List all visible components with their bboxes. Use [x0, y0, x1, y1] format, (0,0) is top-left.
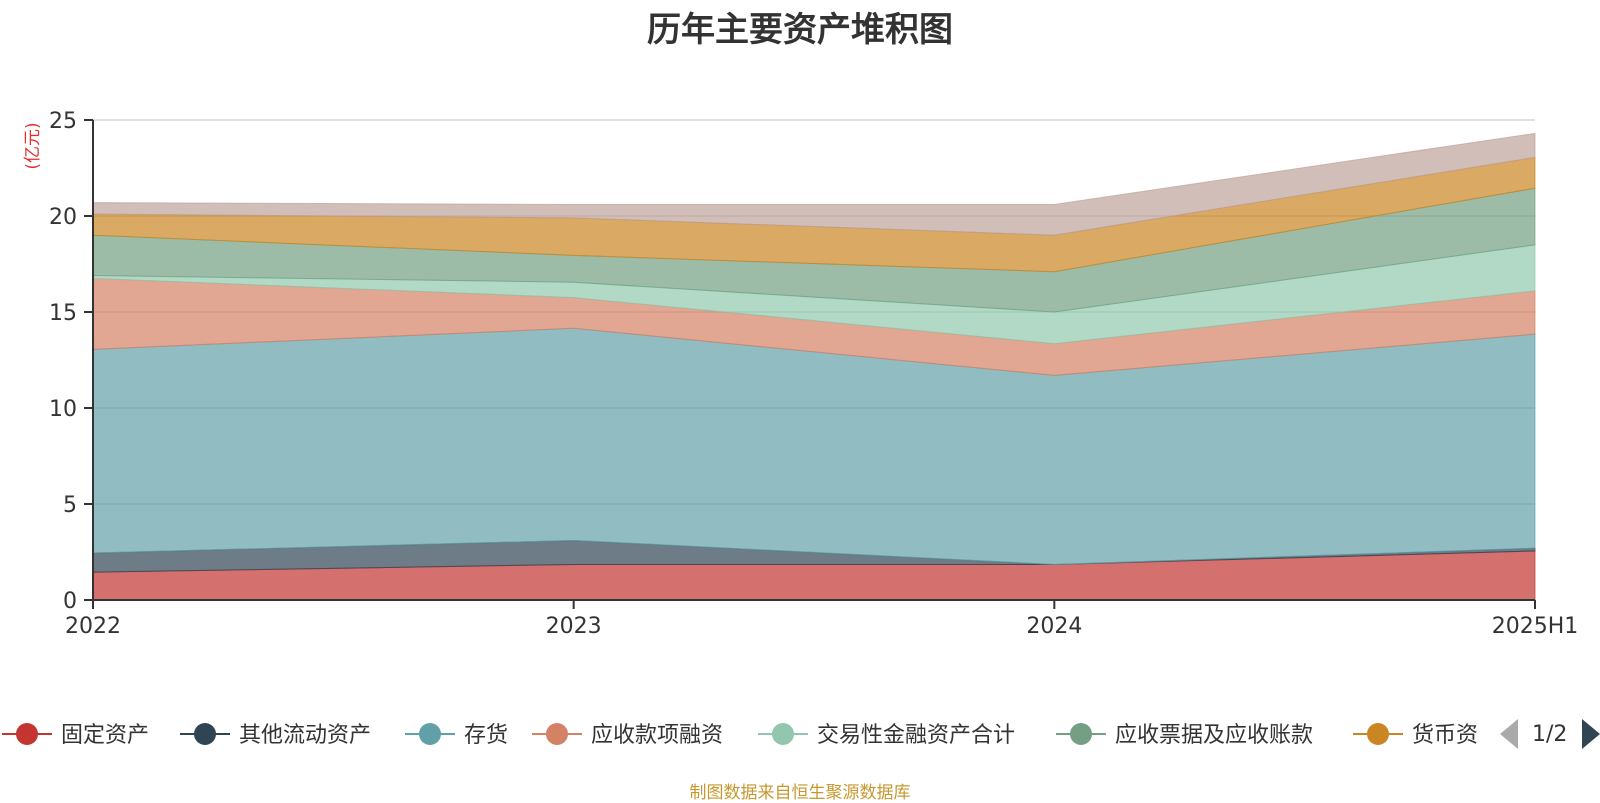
y-axis-unit-label: (亿元) — [23, 122, 43, 169]
legend-page-indicator: 1/2 — [1532, 722, 1567, 747]
legend-label: 其他流动资产 — [239, 723, 371, 748]
legend-label: 应收票据及应收账款 — [1115, 723, 1313, 748]
source-note: 制图数据来自恒生聚源数据库 — [689, 783, 911, 803]
legend-item-5[interactable]: 应收票据及应收账款 — [1056, 723, 1313, 748]
legend-label: 交易性金融资产合计 — [817, 723, 1015, 748]
y-tick-label-20: 20 — [49, 205, 77, 230]
axes: 0 5 10 15 20 25 2022 2023 2024 2025H1 — [49, 109, 1578, 639]
legend-label: 存货 — [464, 723, 508, 748]
legend-label: 货币资 — [1412, 723, 1478, 748]
legend-next-page-icon[interactable] — [1582, 719, 1600, 749]
legend-item-2[interactable]: 存货 — [405, 723, 508, 748]
legend-label: 应收款项融资 — [591, 723, 723, 748]
x-tick-label-3: 2025H1 — [1492, 614, 1579, 639]
legend-item-6[interactable]: 货币资 — [1353, 723, 1478, 748]
legend-marker-icon — [1367, 723, 1389, 745]
legend-pager: 1/2 — [1500, 719, 1600, 749]
legend-item-4[interactable]: 交易性金融资产合计 — [758, 723, 1015, 748]
legend-marker-icon — [419, 723, 441, 745]
legend-prev-page-icon[interactable] — [1500, 719, 1518, 749]
x-tick-label-2: 2024 — [1026, 614, 1082, 639]
legend-marker-icon — [16, 723, 38, 745]
legend-marker-icon — [546, 723, 568, 745]
y-tick-label-5: 5 — [63, 493, 77, 518]
legend-marker-icon — [772, 723, 794, 745]
area-series — [92, 132, 1536, 601]
y-tick-label-10: 10 — [49, 397, 77, 422]
legend-item-3[interactable]: 应收款项融资 — [532, 723, 723, 748]
legend: 固定资产 其他流动资产 存货 应收款项融资 交易性金融资产合计 应收票据及应收账款 货币资 — [2, 723, 1478, 748]
legend-item-1[interactable]: 其他流动资产 — [180, 723, 371, 748]
legend-marker-icon — [1070, 723, 1092, 745]
area-series-7[interactable] — [92, 132, 1536, 236]
y-tick-label-15: 15 — [49, 301, 77, 326]
x-tick-label-0: 2022 — [65, 614, 121, 639]
x-tick-label-1: 2023 — [546, 614, 602, 639]
legend-marker-icon — [194, 723, 216, 745]
legend-label: 固定资产 — [61, 723, 149, 748]
area-series-2[interactable] — [92, 327, 1536, 566]
y-tick-label-0: 0 — [63, 589, 77, 614]
y-tick-label-25: 25 — [49, 109, 77, 134]
chart-title: 历年主要资产堆积图 — [647, 10, 953, 50]
legend-item-0[interactable]: 固定资产 — [2, 723, 149, 748]
